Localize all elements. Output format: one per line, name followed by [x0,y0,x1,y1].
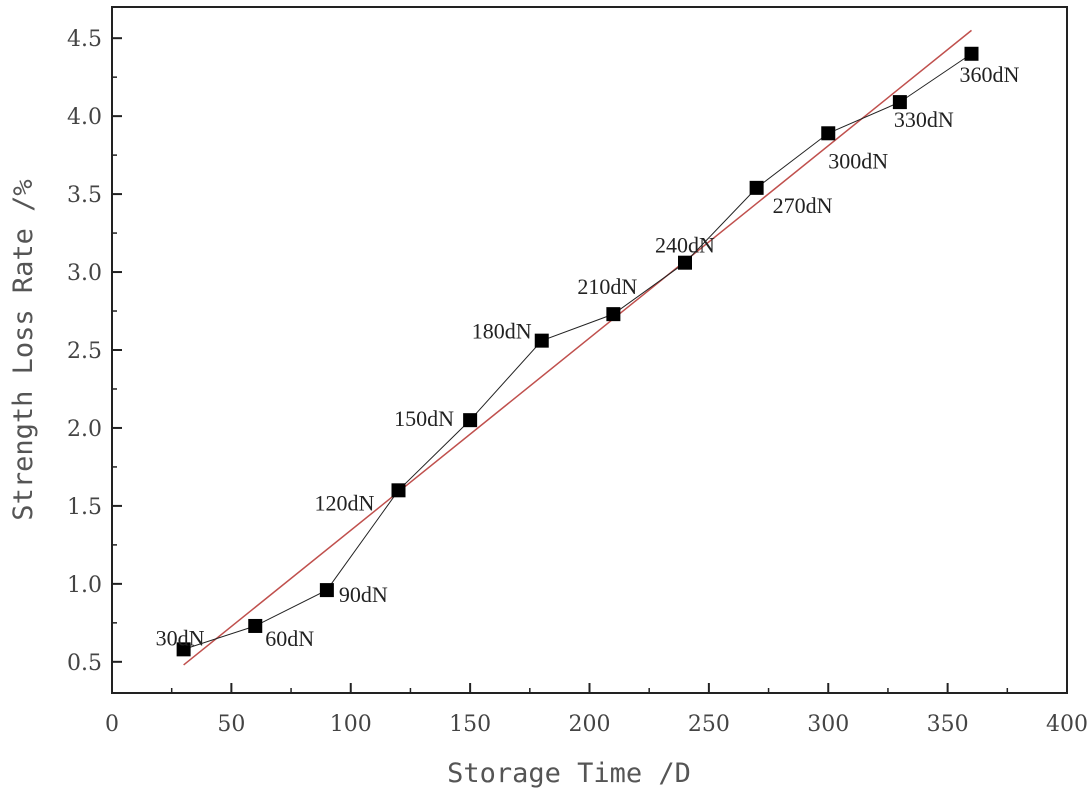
data-label: 30dN [156,625,205,650]
data-label: 90dN [339,582,388,607]
y-tick-label: 0.5 [67,651,102,676]
data-label: 330dN [894,107,954,132]
x-tick-label: 250 [688,712,730,737]
data-label: 270dN [773,193,833,218]
data-point [606,307,621,322]
data-label: 240dN [655,233,715,258]
point-labels: 30dN 60dN 90dN 120dN 150dN 180dN 210dN 240dN 270… [156,62,1020,651]
data-label: 360dN [960,62,1020,87]
data-point [319,583,334,598]
data-point [248,618,263,633]
data-label: 180dN [472,319,532,344]
x-tick-label: 400 [1046,712,1088,737]
data-point [964,46,979,61]
y-tick-label: 2.5 [67,339,102,364]
data-point [534,333,549,348]
y-tick-label: 3.5 [67,183,102,208]
y-tick-label: 4.0 [67,105,102,130]
y-tick-labels: 0.5 1.0 1.5 2.0 2.5 3.0 3.5 4.0 4.5 [67,27,102,676]
y-tick-label: 3.0 [67,261,102,286]
data-point [892,95,907,110]
y-tick-label: 2.0 [67,417,102,442]
data-point [678,255,692,270]
x-tick-label: 50 [217,712,245,737]
x-tick-label: 100 [330,712,372,737]
y-tick-label: 1.5 [67,495,102,520]
series-layer [176,46,979,657]
fit-line-layer [183,29,972,666]
y-axis-title: Strength Loss Rate /% [8,179,39,520]
x-tick-label: 0 [105,712,119,737]
data-label: 60dN [265,626,314,651]
data-point [391,483,406,498]
plot-frame [111,6,1068,694]
data-point [176,642,191,657]
data-label: 120dN [315,490,375,515]
data-point [821,126,836,141]
x-tick-label: 300 [807,712,849,737]
x-axis-title: Storage Time /D [447,758,691,789]
y-tick-label: 1.0 [67,573,102,598]
x-tick-label: 150 [449,712,491,737]
y-tick-label: 4.5 [67,27,102,52]
data-point [463,413,478,428]
x-tick-labels: 0 50 100 150 200 250 300 350 400 [105,712,1088,737]
x-tick-label: 350 [927,712,969,737]
x-tick-label: 200 [569,712,611,737]
data-label: 300dN [828,148,888,173]
data-point [749,180,764,195]
fit-line [183,29,972,666]
x-axis-ticks [111,683,1068,693]
y-axis-ticks [112,37,122,663]
data-label: 150dN [394,406,454,431]
series-connector [183,53,972,650]
data-label: 210dN [577,274,637,299]
